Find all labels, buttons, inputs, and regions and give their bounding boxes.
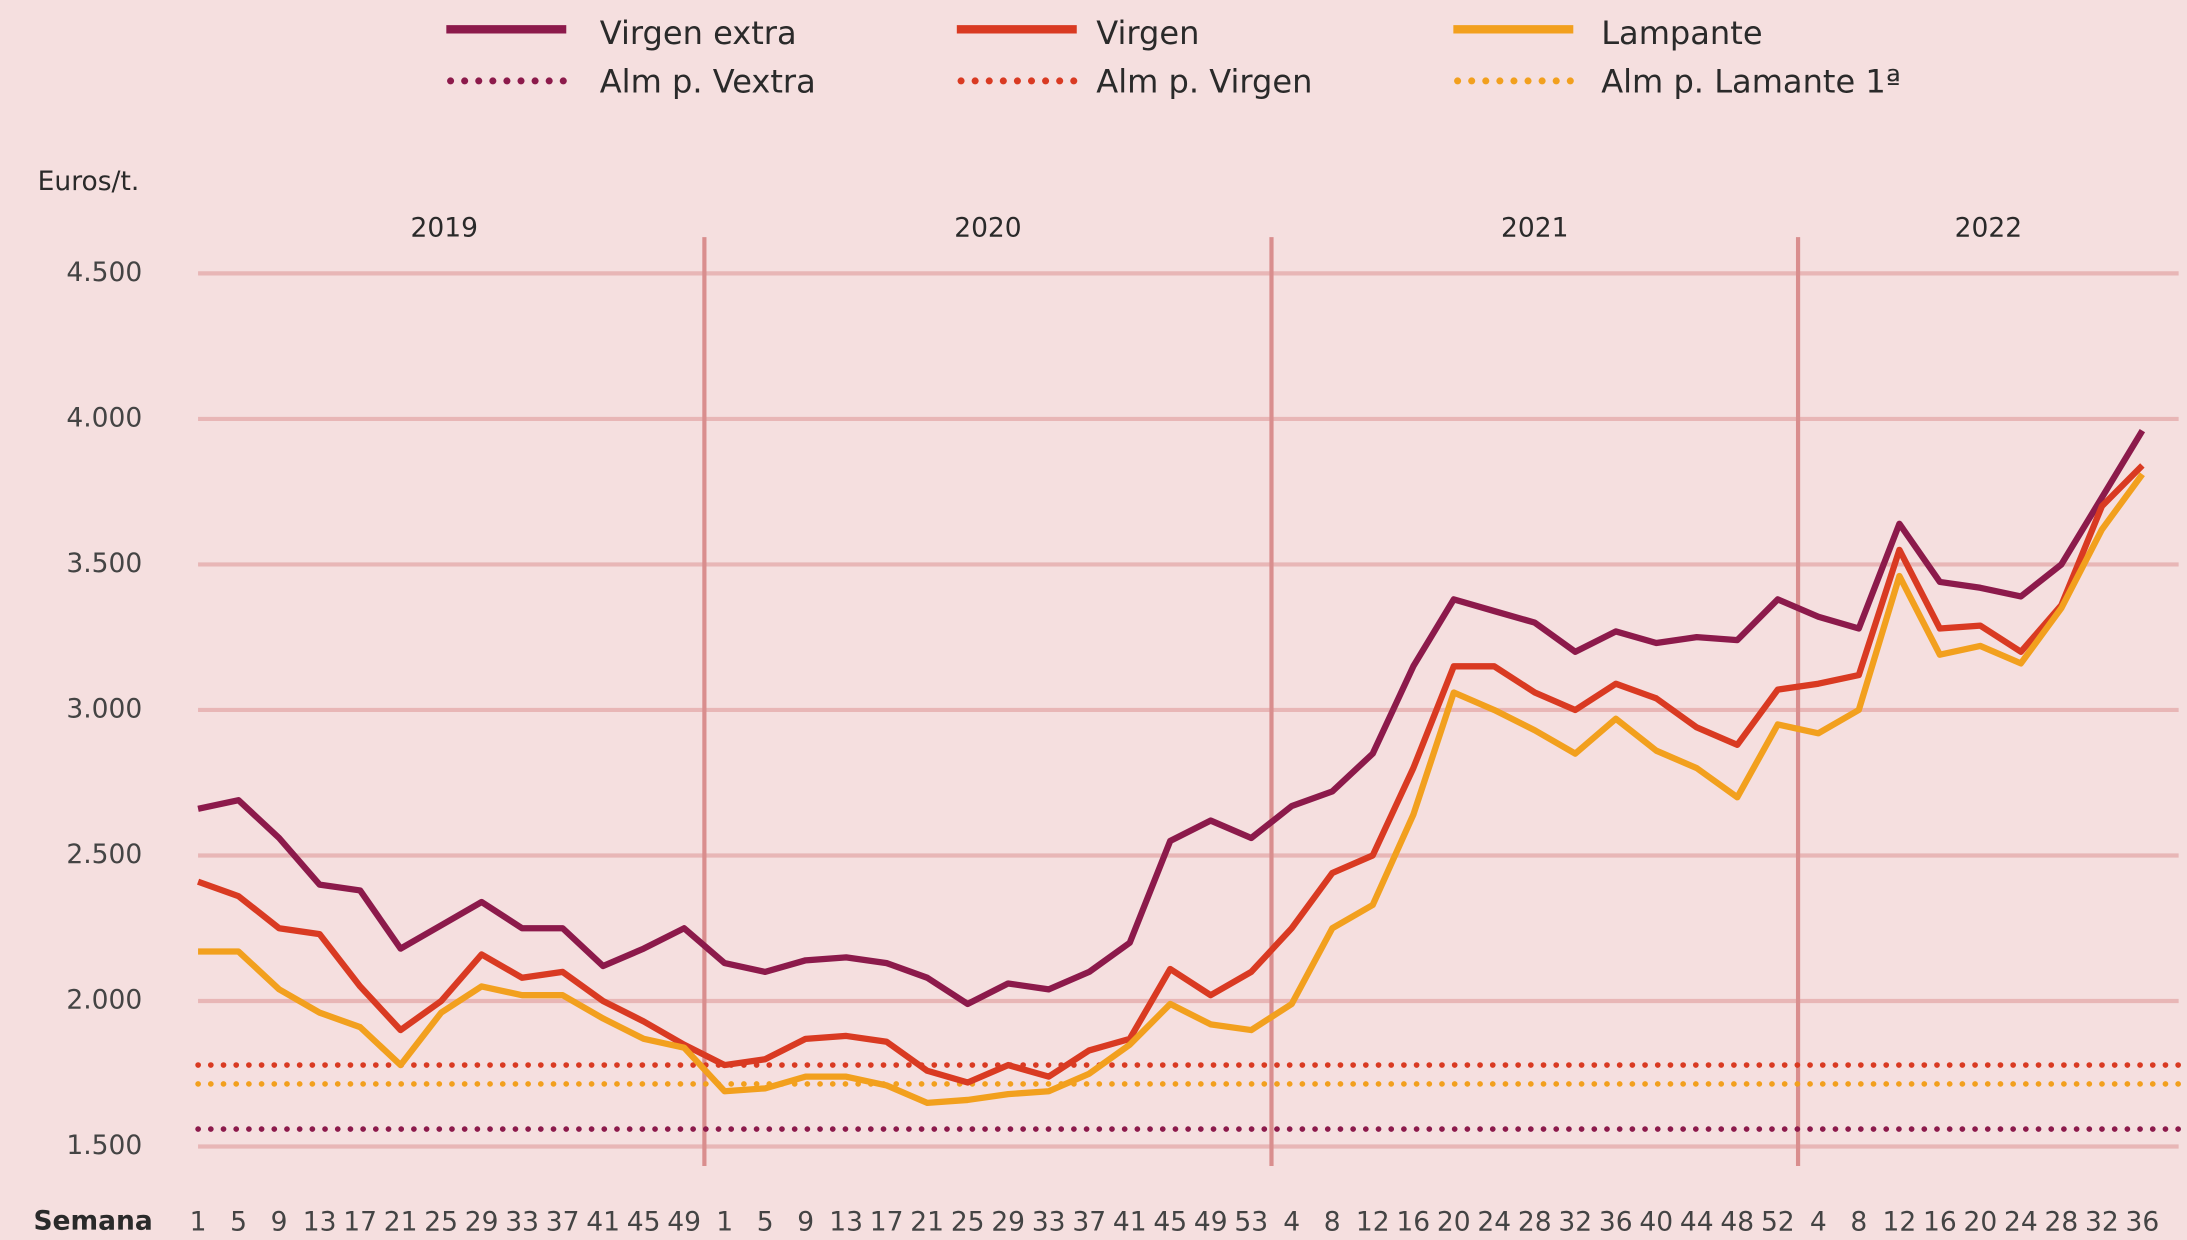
year-label: 2020 — [954, 212, 1021, 243]
x-tick-label: 49 — [667, 1207, 701, 1238]
x-tick-label: 4 — [1283, 1207, 1300, 1238]
x-tick-label: 9 — [271, 1207, 288, 1238]
x-tick-label: 33 — [505, 1207, 539, 1238]
x-tick-label: 37 — [546, 1207, 580, 1238]
y-axis-label: Euros/t. — [38, 166, 140, 197]
x-tick-label: 29 — [465, 1207, 499, 1238]
year-label: 2022 — [1955, 212, 2022, 243]
x-tick-label: 25 — [951, 1207, 985, 1238]
x-tick-label: 45 — [1153, 1207, 1187, 1238]
x-tick-label: 36 — [1599, 1207, 1633, 1238]
x-tick-label: 13 — [829, 1207, 863, 1238]
x-tick-label: 1 — [190, 1207, 207, 1238]
x-tick-label: 32 — [2085, 1207, 2119, 1238]
x-tick-label: 41 — [1113, 1207, 1147, 1238]
x-tick-label: 52 — [1761, 1207, 1795, 1238]
x-tick-label: 17 — [343, 1207, 377, 1238]
x-tick-label: 49 — [1194, 1207, 1228, 1238]
x-tick-label: 32 — [1558, 1207, 1592, 1238]
legend-label: Lampante — [1601, 14, 1762, 52]
y-tick-label: 4.000 — [66, 402, 142, 433]
legend-label: Alm p. Virgen — [1096, 63, 1312, 101]
y-tick-label: 2.000 — [66, 985, 142, 1016]
x-tick-label: 8 — [1850, 1207, 1867, 1238]
legend-label: Alm p. Lamante 1ª — [1601, 63, 1901, 101]
x-tick-label: 4 — [1810, 1207, 1827, 1238]
x-tick-label: 5 — [757, 1207, 774, 1238]
series-line — [196, 463, 2145, 1086]
y-tick-label: 1.500 — [66, 1130, 142, 1161]
x-tick-label: 44 — [1680, 1207, 1714, 1238]
year-label: 2021 — [1501, 212, 1568, 243]
x-tick-label: 28 — [1518, 1207, 1552, 1238]
x-tick-label: 41 — [586, 1207, 620, 1238]
x-tick-label: 12 — [1356, 1207, 1390, 1238]
x-tick-label: 25 — [424, 1207, 458, 1238]
year-label: 2019 — [411, 212, 478, 243]
x-tick-label: 20 — [1963, 1207, 1997, 1238]
x-tick-label: 1 — [716, 1207, 733, 1238]
x-tick-label: 37 — [1072, 1207, 1106, 1238]
x-tick-label: 12 — [1882, 1207, 1916, 1238]
y-tick-label: 3.500 — [66, 548, 142, 579]
x-tick-label: 16 — [1923, 1207, 1957, 1238]
x-tick-label: 21 — [384, 1207, 418, 1238]
x-tick-label: 45 — [627, 1207, 661, 1238]
x-axis-label: Semana — [33, 1205, 152, 1236]
x-tick-label: 24 — [2004, 1207, 2038, 1238]
x-tick-label: 29 — [991, 1207, 1025, 1238]
series-line — [197, 428, 2146, 1008]
y-tick-label: 3.000 — [66, 693, 142, 724]
x-tick-label: 9 — [797, 1207, 814, 1238]
x-tick-label: 8 — [1324, 1207, 1341, 1238]
x-tick-label: 20 — [1437, 1207, 1471, 1238]
series-line — [198, 472, 2145, 1107]
x-tick-label: 5 — [230, 1207, 247, 1238]
x-tick-label: 48 — [1720, 1207, 1754, 1238]
legend-label: Alm p. Vextra — [600, 63, 816, 101]
x-tick-label: 28 — [2044, 1207, 2078, 1238]
x-tick-label: 40 — [1639, 1207, 1673, 1238]
y-tick-label: 2.500 — [66, 839, 142, 870]
x-tick-label: 16 — [1396, 1207, 1430, 1238]
legend-label: Virgen — [1096, 14, 1199, 52]
x-tick-label: 24 — [1477, 1207, 1511, 1238]
x-tick-label: 17 — [870, 1207, 904, 1238]
x-tick-label: 21 — [910, 1207, 944, 1238]
legend-label: Virgen extra — [600, 14, 797, 52]
x-tick-label: 13 — [303, 1207, 337, 1238]
x-tick-label: 36 — [2126, 1207, 2160, 1238]
x-tick-label: 53 — [1234, 1207, 1268, 1238]
x-tick-label: 33 — [1032, 1207, 1066, 1238]
y-tick-label: 4.500 — [66, 257, 142, 288]
